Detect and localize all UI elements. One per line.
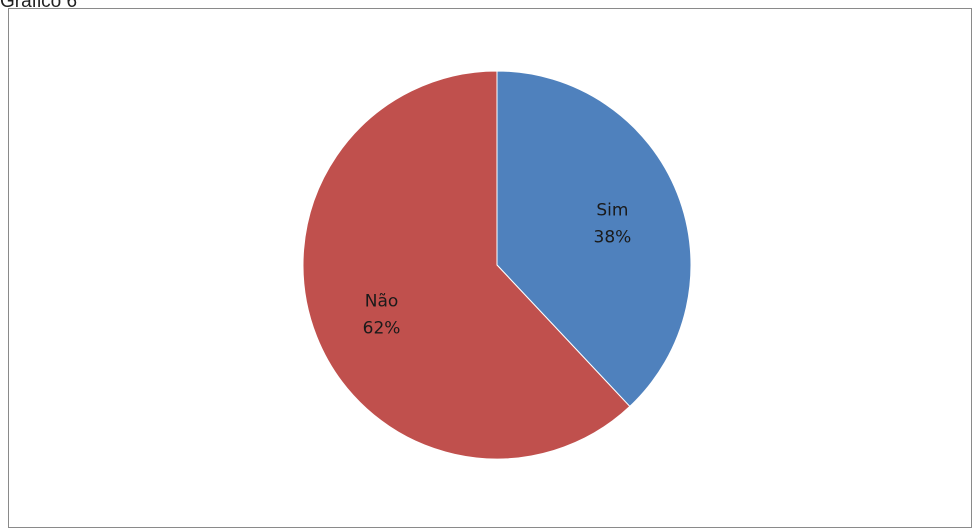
- pie-slice-sim: [496, 70, 692, 408]
- slice-label-0: Sim: [596, 200, 628, 220]
- pie-slice-nao: [302, 70, 631, 460]
- slice-value-label-1: 62%: [363, 319, 401, 339]
- slice-value-label-0: 38%: [594, 227, 632, 247]
- pie-chart: Sim 38% Não 62%: [302, 70, 692, 460]
- slice-label-1: Não: [365, 292, 399, 312]
